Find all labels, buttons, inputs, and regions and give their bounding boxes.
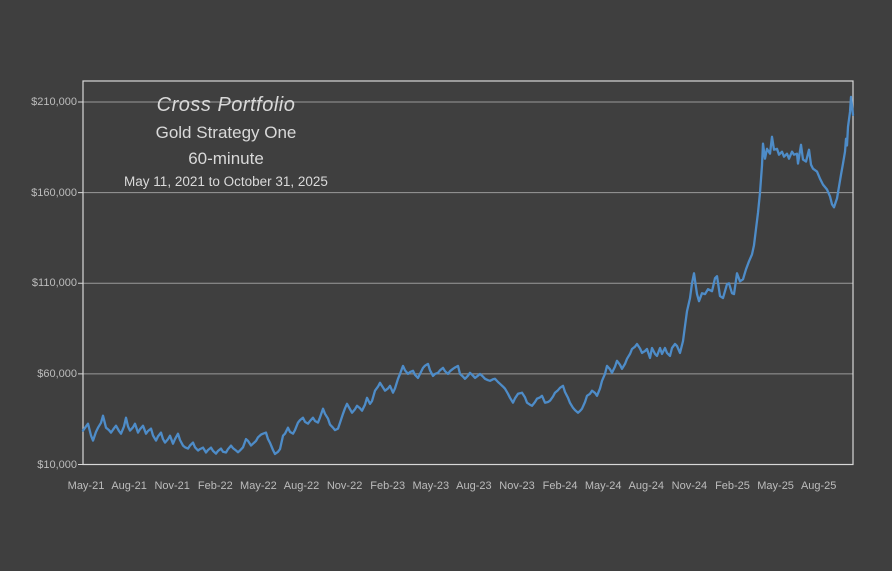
x-axis-tick-label: Nov-23: [499, 480, 535, 492]
y-axis-tick-label: $10,000: [37, 458, 77, 471]
y-axis-tick-label: $160,000: [31, 186, 77, 199]
chart-title: Cross Portfolio: [156, 94, 296, 116]
equity-curve-line: [81, 95, 855, 456]
x-axis-tick-label: May-23: [412, 480, 450, 492]
x-axis-tick-label: May-21: [67, 480, 105, 492]
x-axis-tick-label: May-24: [584, 480, 622, 492]
y-axis-tick-label: $110,000: [31, 277, 77, 290]
chart-subtitle-strategy: Gold Strategy One: [155, 123, 297, 142]
x-axis-tick-label: Nov-21: [154, 480, 190, 492]
x-axis-tick-label: Feb-23: [370, 480, 406, 492]
x-axis-tick-label: Aug-22: [283, 480, 320, 492]
x-axis-tick-label: Feb-22: [197, 480, 233, 492]
y-axis-tick-label: $210,000: [31, 96, 77, 108]
x-axis-tick-label: Nov-22: [326, 480, 363, 492]
chart-subtitle-timeframe: 60-minute: [188, 149, 264, 168]
chart-subtitle-daterange: May 11, 2021 to October 31, 2025: [124, 174, 328, 189]
chart-title-block: Cross Portfolio Gold Strategy One 60-min…: [86, 93, 366, 193]
x-axis-tick-label: Nov-24: [671, 480, 708, 492]
x-axis-tick-label: Feb-25: [715, 480, 750, 492]
x-axis-tick-label: Aug-23: [456, 480, 492, 492]
y-axis-tick-label: $60,000: [37, 367, 77, 380]
x-axis-tick-label: May-25: [757, 480, 794, 492]
x-axis-tick-label: Feb-24: [542, 480, 578, 492]
x-axis-tick-label: Aug-21: [111, 480, 147, 492]
x-axis-tick-label: May-22: [240, 480, 277, 492]
plot-frame: [82, 80, 854, 466]
x-axis-tick-label: Aug-25: [800, 480, 837, 492]
x-axis-tick-label: Aug-24: [628, 480, 665, 492]
